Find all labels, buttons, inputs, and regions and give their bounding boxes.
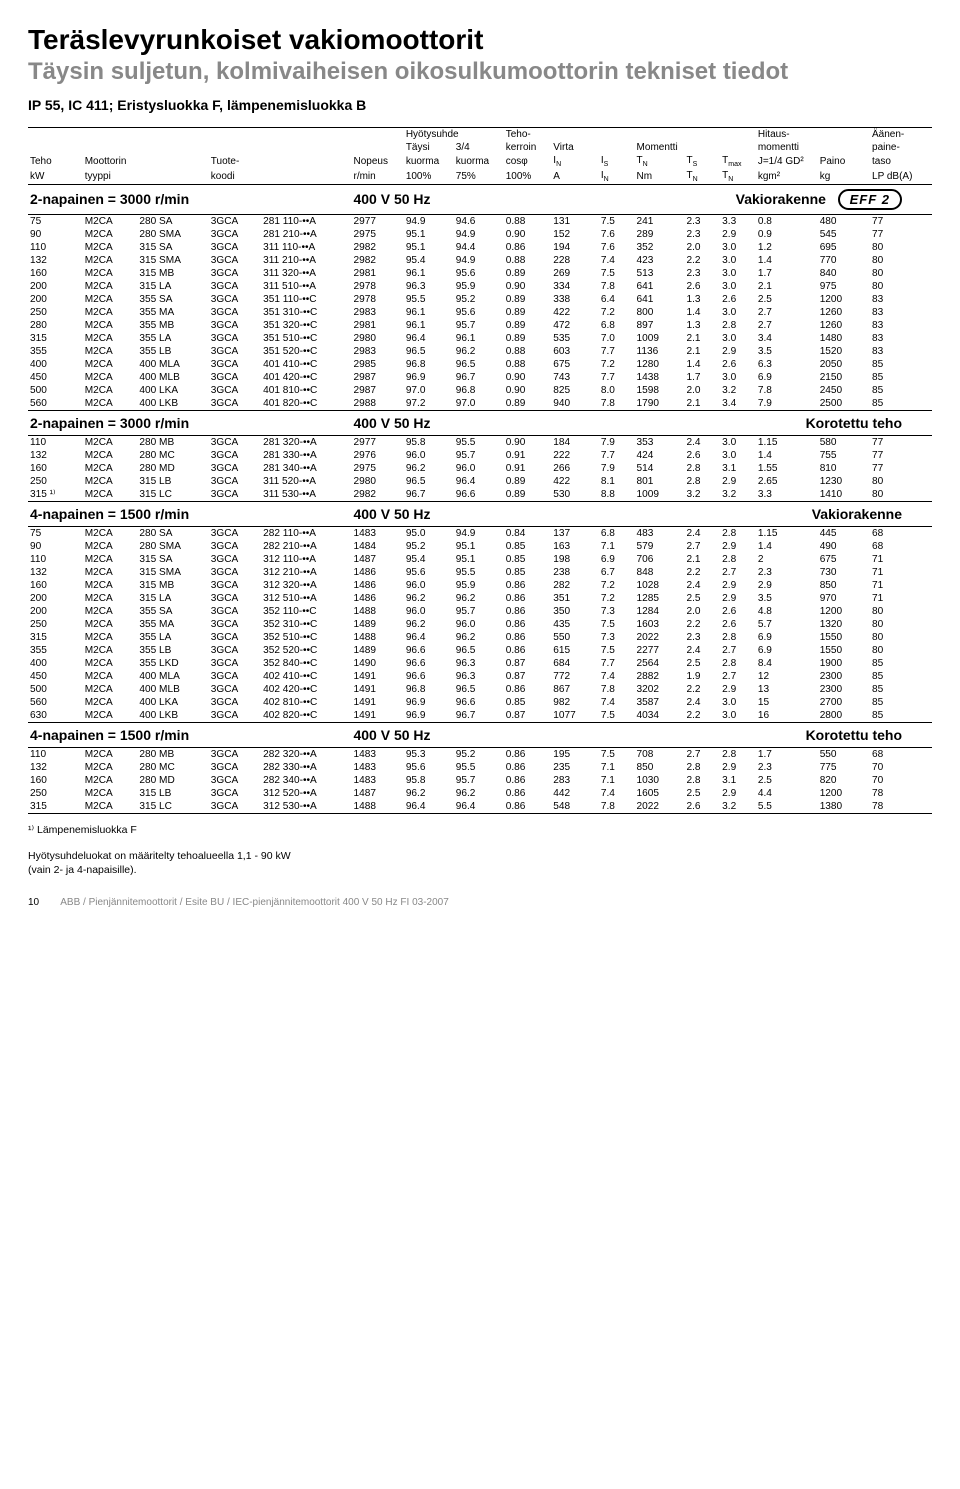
table-row: 110M2CA280 MB3GCA282 320-••A148395.395.2… bbox=[28, 747, 932, 761]
table-row: 110M2CA280 MB3GCA281 320-••A297795.895.5… bbox=[28, 435, 932, 449]
footer-text: ABB / Pienjännitemoottorit / Esite BU / … bbox=[60, 897, 449, 908]
motor-spec-table: HyötysuhdeTeho-Hitaus-Äänen-Täysi3/4kerr… bbox=[28, 127, 932, 814]
table-row: 200M2CA315 LA3GCA311 510-••A297896.395.9… bbox=[28, 280, 932, 293]
table-row: 355M2CA355 LB3GCA352 520-••C148996.696.5… bbox=[28, 644, 932, 657]
table-row: 75M2CA280 SA3GCA281 110-••A297794.994.60… bbox=[28, 214, 932, 228]
table-row: 200M2CA355 SA3GCA352 110-••C148896.095.7… bbox=[28, 605, 932, 618]
footnote-text: Hyötysuhdeluokat on määritelty tehoaluee… bbox=[28, 850, 932, 877]
table-row: 450M2CA400 MLB3GCA401 420-••C298796.996.… bbox=[28, 371, 932, 384]
page-subtitle: Täysin suljetun, kolmivaiheisen oikosulk… bbox=[28, 58, 932, 87]
table-row: 110M2CA315 SA3GCA311 110-••A298295.194.4… bbox=[28, 241, 932, 254]
page-footer: 10 ABB / Pienjännitemoottorit / Esite BU… bbox=[28, 897, 932, 908]
table-row: 160M2CA315 MB3GCA312 320-••A148696.095.9… bbox=[28, 579, 932, 592]
table-row: 160M2CA315 MB3GCA311 320-••A298196.195.6… bbox=[28, 267, 932, 280]
table-row: 560M2CA400 LKA3GCA402 810-••C149196.996.… bbox=[28, 696, 932, 709]
table-row: 250M2CA355 MA3GCA352 310-••C148996.296.0… bbox=[28, 618, 932, 631]
table-row: 250M2CA355 MA3GCA351 310-••C298396.195.6… bbox=[28, 306, 932, 319]
footnote-1: ¹⁾ Lämpenemisluokka F bbox=[28, 824, 932, 836]
page-number: 10 bbox=[28, 897, 58, 908]
table-row: 75M2CA280 SA3GCA282 110-••A148395.094.90… bbox=[28, 526, 932, 540]
table-row: 132M2CA315 SMA3GCA311 210-••A298295.494.… bbox=[28, 254, 932, 267]
table-row: 315M2CA355 LA3GCA351 510-••C298096.496.1… bbox=[28, 332, 932, 345]
table-row: 560M2CA400 LKB3GCA401 820-••C298897.297.… bbox=[28, 397, 932, 411]
table-row: 200M2CA355 SA3GCA351 110-••C297895.595.2… bbox=[28, 293, 932, 306]
table-row: 400M2CA355 LKD3GCA352 840-••C149096.696.… bbox=[28, 657, 932, 670]
table-row: 90M2CA280 SMA3GCA281 210-••A297595.194.9… bbox=[28, 228, 932, 241]
table-row: 90M2CA280 SMA3GCA282 210-••A148495.295.1… bbox=[28, 540, 932, 553]
table-row: 160M2CA280 MD3GCA282 340-••A148395.895.7… bbox=[28, 774, 932, 787]
table-row: 315 ¹⁾M2CA315 LC3GCA311 530-••A298296.79… bbox=[28, 488, 932, 502]
table-row: 450M2CA400 MLA3GCA402 410-••C149196.696.… bbox=[28, 670, 932, 683]
table-row: 280M2CA355 MB3GCA351 320-••C298196.195.7… bbox=[28, 319, 932, 332]
table-row: 630M2CA400 LKB3GCA402 820-••C149196.996.… bbox=[28, 709, 932, 723]
table-row: 500M2CA400 MLB3GCA402 420-••C149196.896.… bbox=[28, 683, 932, 696]
table-row: 355M2CA355 LB3GCA351 520-••C298396.596.2… bbox=[28, 345, 932, 358]
table-row: 500M2CA400 LKA3GCA401 810-••C298797.096.… bbox=[28, 384, 932, 397]
table-row: 200M2CA315 LA3GCA312 510-••A148696.296.2… bbox=[28, 592, 932, 605]
page-title: Teräslevyrunkoiset vakiomoottorit bbox=[28, 24, 932, 56]
table-row: 110M2CA315 SA3GCA312 110-••A148795.495.1… bbox=[28, 553, 932, 566]
table-row: 400M2CA400 MLA3GCA401 410-••C298596.896.… bbox=[28, 358, 932, 371]
table-row: 132M2CA280 MC3GCA282 330-••A148395.695.5… bbox=[28, 761, 932, 774]
table-row: 250M2CA315 LB3GCA311 520-••A298096.596.4… bbox=[28, 475, 932, 488]
table-row: 160M2CA280 MD3GCA281 340-••A297596.296.0… bbox=[28, 462, 932, 475]
table-row: 315M2CA315 LC3GCA312 530-••A148896.496.4… bbox=[28, 800, 932, 814]
ip-line: IP 55, IC 411; Eristysluokka F, lämpenem… bbox=[28, 97, 932, 113]
table-row: 132M2CA280 MC3GCA281 330-••A297696.095.7… bbox=[28, 449, 932, 462]
table-row: 132M2CA315 SMA3GCA312 210-••A148695.695.… bbox=[28, 566, 932, 579]
table-row: 250M2CA315 LB3GCA312 520-••A148796.296.2… bbox=[28, 787, 932, 800]
table-row: 315M2CA355 LA3GCA352 510-••C148896.496.2… bbox=[28, 631, 932, 644]
